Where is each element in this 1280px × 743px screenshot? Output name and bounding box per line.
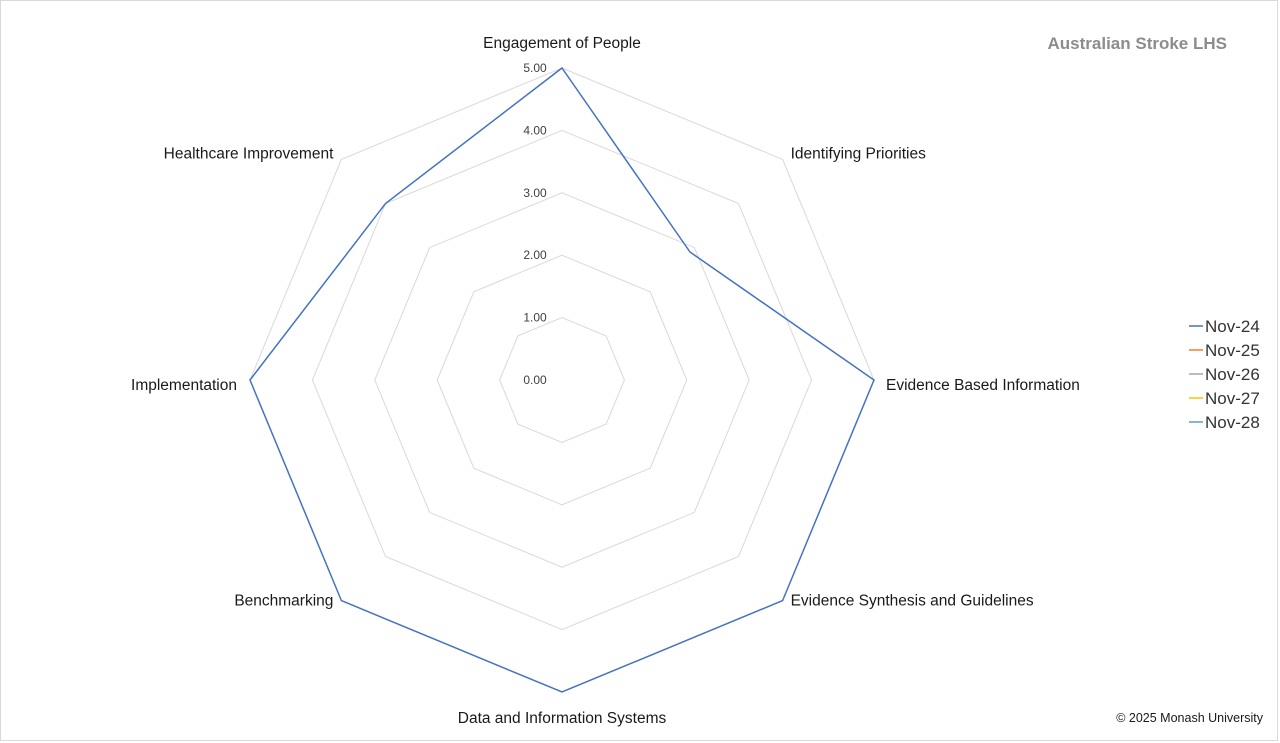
axis-label: Identifying Priorities [791,145,927,162]
tick-label: 4.00 [523,123,547,137]
tick-label: 5.00 [523,61,547,75]
legend-entry: Nov-28 [1205,413,1260,432]
legend-entry: Nov-27 [1205,389,1260,408]
axis-layer: Engagement of People Identifying Prioriti… [131,35,1080,727]
chart-title: Australian Stroke LHS [1048,34,1228,53]
series-layer [249,66,875,693]
copyright-notice: © 2025 Monash University [1116,711,1264,725]
axis-label: Data and Information Systems [458,710,667,727]
grid-ring [311,129,813,631]
axis-label: Healthcare Improvement [164,145,334,162]
axis-label: Evidence Based Information [886,377,1080,394]
tick-layer: 0.00 1.00 2.00 3.00 4.00 5.00 [523,61,547,387]
grid-layer [249,67,875,693]
legend-entry: Nov-25 [1205,341,1260,360]
grid-ring [249,67,875,693]
grid-ring [374,192,750,568]
legend: Nov-24 Nov-25 Nov-26 Nov-27 Nov-28 [1189,317,1260,432]
axis-label: Evidence Synthesis and Guidelines [791,593,1034,610]
axis-label: Benchmarking [234,593,333,610]
tick-label: 1.00 [523,311,547,325]
legend-entry: Nov-24 [1205,317,1260,336]
legend-entry: Nov-26 [1205,365,1260,384]
tick-label: 0.00 [523,373,547,387]
tick-label: 3.00 [523,186,547,200]
tick-label: 2.00 [523,248,547,262]
axis-label: Implementation [131,377,237,394]
grid-ring [499,317,625,443]
grid-ring [436,254,688,506]
series-line [249,66,875,693]
axis-label: Engagement of People [483,35,641,52]
